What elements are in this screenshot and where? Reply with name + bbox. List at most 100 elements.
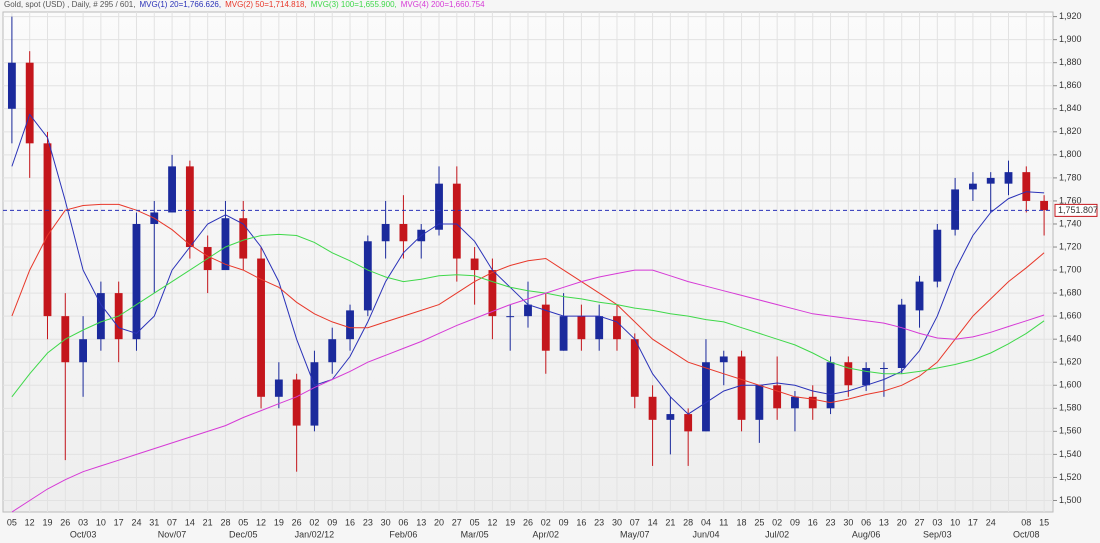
candle-body bbox=[541, 304, 550, 351]
x-tick-label: 09 bbox=[327, 517, 337, 527]
y-tick-label: 1,880 bbox=[1059, 57, 1082, 67]
y-tick-label: 1,560 bbox=[1059, 426, 1082, 436]
legend-entry: MVG(4) 200=1,660.754 bbox=[401, 0, 485, 9]
x-tick-label: 28 bbox=[220, 517, 230, 527]
x-tick-label: 27 bbox=[452, 517, 462, 527]
x-tick-label: 24 bbox=[131, 517, 141, 527]
x-month-label: Sep/03 bbox=[923, 529, 952, 539]
candle-body bbox=[239, 218, 248, 259]
y-tick-label: 1,660 bbox=[1059, 311, 1082, 321]
x-tick-label: 17 bbox=[968, 517, 978, 527]
x-tick-label: 17 bbox=[114, 517, 124, 527]
x-tick-label: 16 bbox=[345, 517, 355, 527]
x-month-label: Jan/02/12 bbox=[295, 529, 335, 539]
candle-body bbox=[773, 385, 782, 409]
y-tick-label: 1,900 bbox=[1059, 34, 1082, 44]
candle-body bbox=[346, 310, 354, 340]
last-price-box bbox=[1054, 203, 1098, 217]
y-tick-label: 1,680 bbox=[1059, 287, 1082, 297]
candle-body bbox=[791, 396, 799, 409]
moving-average-line bbox=[11, 233, 1045, 398]
candle-body bbox=[951, 189, 960, 230]
x-tick-label: 03 bbox=[932, 517, 942, 527]
candle-body bbox=[595, 316, 604, 340]
candle-body bbox=[684, 414, 693, 432]
candle-body bbox=[7, 62, 16, 109]
x-tick-label: 23 bbox=[594, 517, 604, 527]
candle-body bbox=[880, 367, 888, 369]
candle-body bbox=[613, 316, 621, 340]
x-tick-label: 20 bbox=[434, 517, 444, 527]
y-tick-label: 1,860 bbox=[1059, 80, 1082, 90]
y-tick-label: 1,840 bbox=[1059, 103, 1082, 113]
x-tick-label: 31 bbox=[149, 517, 159, 527]
candle-body bbox=[25, 62, 34, 144]
candle-body bbox=[666, 414, 675, 420]
y-tick-label: 1,800 bbox=[1059, 149, 1082, 159]
candle-body bbox=[399, 223, 408, 242]
candle-body bbox=[470, 258, 479, 271]
x-tick-label: 05 bbox=[7, 517, 17, 527]
x-tick-label: 15 bbox=[1039, 517, 1049, 527]
x-tick-label: 07 bbox=[167, 517, 177, 527]
x-tick-label: 19 bbox=[505, 517, 515, 527]
moving-average-line bbox=[11, 203, 1045, 404]
y-tick-label: 1,580 bbox=[1059, 403, 1082, 413]
x-tick-label: 24 bbox=[986, 517, 996, 527]
x-tick-label: 26 bbox=[523, 517, 533, 527]
candle-body bbox=[381, 223, 390, 242]
candle-body bbox=[221, 218, 230, 271]
x-tick-label: 27 bbox=[915, 517, 925, 527]
y-tick-label: 1,760 bbox=[1059, 195, 1082, 205]
x-tick-label: 28 bbox=[683, 517, 693, 527]
y-tick-label: 1,520 bbox=[1059, 472, 1082, 482]
x-tick-label: 06 bbox=[398, 517, 408, 527]
candle-body bbox=[755, 385, 764, 420]
candle-body bbox=[577, 316, 586, 340]
x-tick-label: 09 bbox=[790, 517, 800, 527]
x-tick-label: 02 bbox=[309, 517, 319, 527]
candle-body bbox=[524, 304, 532, 317]
y-tick-label: 1,720 bbox=[1059, 241, 1082, 251]
legend-entry: MVG(2) 50=1,714.818, bbox=[225, 0, 307, 9]
candle-body bbox=[168, 166, 176, 213]
x-month-label: Oct/08 bbox=[1013, 529, 1040, 539]
y-tick-label: 1,780 bbox=[1059, 172, 1082, 182]
x-month-label: Apr/02 bbox=[533, 529, 560, 539]
candle-body bbox=[719, 356, 728, 363]
y-tick-label: 1,620 bbox=[1059, 357, 1082, 367]
x-tick-label: 12 bbox=[487, 517, 497, 527]
y-tick-label: 1,740 bbox=[1059, 218, 1082, 228]
legend-entry: MVG(3) 100=1,655.900, bbox=[311, 0, 397, 9]
x-month-label: Jun/04 bbox=[692, 529, 719, 539]
x-month-label: May/07 bbox=[620, 529, 650, 539]
candle-body bbox=[328, 339, 337, 363]
x-tick-label: 04 bbox=[701, 517, 711, 527]
x-tick-label: 21 bbox=[203, 517, 213, 527]
x-month-label: Dec/05 bbox=[229, 529, 258, 539]
candle-body bbox=[185, 166, 194, 248]
x-tick-label: 26 bbox=[60, 517, 70, 527]
x-tick-label: 16 bbox=[808, 517, 818, 527]
x-tick-label: 20 bbox=[897, 517, 907, 527]
x-month-label: Feb/06 bbox=[389, 529, 417, 539]
x-tick-label: 09 bbox=[559, 517, 569, 527]
x-tick-label: 30 bbox=[843, 517, 853, 527]
candle-body bbox=[292, 379, 301, 426]
y-tick-label: 1,600 bbox=[1059, 380, 1082, 390]
x-tick-label: 02 bbox=[772, 517, 782, 527]
x-tick-label: 19 bbox=[42, 517, 52, 527]
candle-body bbox=[702, 362, 710, 432]
x-tick-label: 08 bbox=[1021, 517, 1031, 527]
y-tick-label: 1,920 bbox=[1059, 11, 1082, 21]
candle-body bbox=[310, 362, 319, 426]
candle-body bbox=[986, 177, 995, 184]
y-tick-label: 1,700 bbox=[1059, 264, 1082, 274]
x-tick-label: 14 bbox=[185, 517, 195, 527]
candle-body bbox=[862, 367, 871, 386]
x-tick-label: 14 bbox=[648, 517, 658, 527]
candle-body bbox=[435, 183, 443, 230]
x-tick-label: 23 bbox=[826, 517, 836, 527]
